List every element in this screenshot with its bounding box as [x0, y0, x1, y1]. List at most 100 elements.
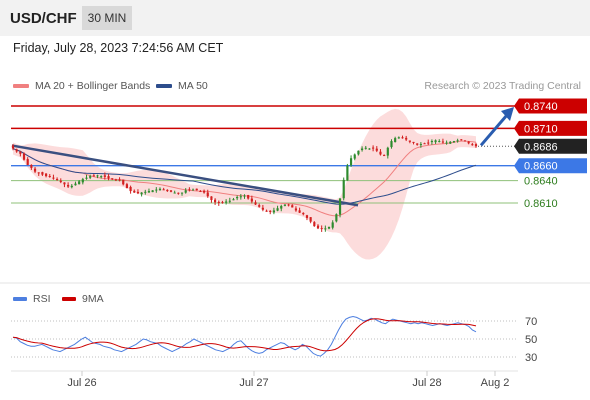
- candle-body: [70, 185, 73, 188]
- candle-body: [471, 144, 474, 146]
- candle-body: [309, 217, 312, 222]
- bollinger-band-area: [13, 108, 476, 260]
- candle-body: [169, 190, 173, 192]
- level-label-0.8740: 0.8740: [524, 101, 558, 113]
- candle-body: [379, 151, 382, 155]
- candle-body: [375, 148, 378, 151]
- candle-body: [33, 168, 37, 172]
- candle-body: [265, 210, 268, 212]
- candle-body: [324, 228, 327, 230]
- x-tick-label-Jul-26: Jul 26: [67, 377, 96, 389]
- candle-body: [122, 179, 125, 185]
- rsi-ma9-line: [12, 318, 477, 352]
- candle-body: [96, 175, 99, 177]
- candle-body: [383, 155, 386, 157]
- candle-body: [386, 147, 389, 156]
- candle-body: [474, 144, 478, 147]
- candle-body: [158, 188, 162, 191]
- ma20-legend-label: MA 20 + Bollinger Bands: [35, 80, 151, 92]
- candle-body: [85, 177, 88, 179]
- candle-body: [467, 141, 470, 144]
- candle-body: [81, 179, 84, 183]
- candle-body: [92, 175, 95, 177]
- candle-body: [191, 189, 195, 191]
- downtrend-line: [11, 144, 359, 207]
- candle-body: [302, 212, 305, 215]
- candle-body: [320, 228, 323, 230]
- candle-body: [103, 175, 106, 177]
- timeframe-button[interactable]: 30 MIN: [82, 6, 132, 30]
- rsi-swatch: [13, 297, 27, 301]
- candle-body: [107, 176, 110, 179]
- level-badge-0.8660: [514, 158, 587, 174]
- ma9-legend-label: 9MA: [82, 293, 104, 305]
- candle-body: [217, 201, 220, 203]
- level-label-0.8640: 0.8640: [524, 176, 558, 188]
- candle-body: [52, 177, 55, 179]
- candle-body: [338, 198, 342, 215]
- candle-body: [111, 178, 114, 180]
- ma50-line: [12, 148, 477, 205]
- candle-body: [335, 214, 338, 222]
- candle-body: [298, 210, 301, 213]
- legend-9ma: 9MA: [62, 293, 104, 305]
- legend-ma20: MA 20 + Bollinger Bands: [13, 80, 150, 92]
- candle-body: [452, 141, 456, 143]
- ma50-swatch: [156, 84, 172, 88]
- candle-body: [331, 222, 334, 228]
- candle-body: [438, 141, 441, 143]
- rsi-legend-label: RSI: [33, 293, 51, 305]
- candle-body: [147, 191, 151, 193]
- candle-body: [199, 191, 202, 193]
- candle-body: [214, 199, 217, 203]
- candle-body: [243, 195, 246, 197]
- candle-body: [397, 137, 400, 139]
- level-badge-0.8686: [514, 138, 587, 154]
- candle-body: [254, 202, 257, 205]
- candle-body: [210, 196, 213, 201]
- candle-body: [133, 190, 136, 193]
- rsi-line: [12, 315, 477, 357]
- candle-body: [368, 148, 371, 150]
- candle-body: [162, 189, 165, 191]
- candle-body: [346, 165, 349, 181]
- candle-body: [416, 143, 419, 145]
- candle-body: [166, 189, 169, 192]
- x-tick-label-Jul-27: Jul 27: [239, 377, 268, 389]
- candle-body: [434, 140, 437, 143]
- level-label-0.8610: 0.8610: [524, 198, 558, 210]
- candle-body: [232, 199, 235, 201]
- candle-body: [405, 137, 408, 140]
- candle-body: [287, 204, 290, 206]
- copyright-text: Research © 2023 Trading Central: [424, 80, 581, 92]
- symbol-title: USD/CHF: [10, 10, 77, 27]
- candle-body: [408, 140, 411, 142]
- candle-body: [423, 143, 426, 145]
- candle-body: [445, 142, 448, 144]
- candle-body: [272, 210, 275, 213]
- candle-body: [360, 148, 364, 151]
- candle-body: [26, 159, 29, 165]
- candle-body: [419, 144, 422, 146]
- level-label-0.8710: 0.8710: [524, 123, 558, 135]
- rsi-level-label-70: 70: [525, 316, 537, 328]
- candle-body: [184, 190, 187, 193]
- candle-body: [456, 140, 459, 142]
- candle-body: [342, 179, 345, 199]
- rsi-level-label-30: 30: [525, 352, 537, 364]
- candle-body: [294, 208, 298, 211]
- candle-body: [56, 178, 59, 180]
- candle-body: [100, 176, 103, 178]
- candle-body: [78, 181, 81, 185]
- candle-body: [460, 139, 463, 141]
- candle-body: [37, 172, 40, 174]
- candle-body: [44, 173, 48, 177]
- candle-body: [261, 207, 264, 210]
- candle-body: [188, 189, 191, 191]
- candle-body: [202, 190, 206, 193]
- candle-body: [353, 154, 356, 159]
- candle-body: [327, 226, 331, 229]
- candle-body: [22, 153, 26, 160]
- x-tick-label-Jul-28: Jul 28: [412, 377, 441, 389]
